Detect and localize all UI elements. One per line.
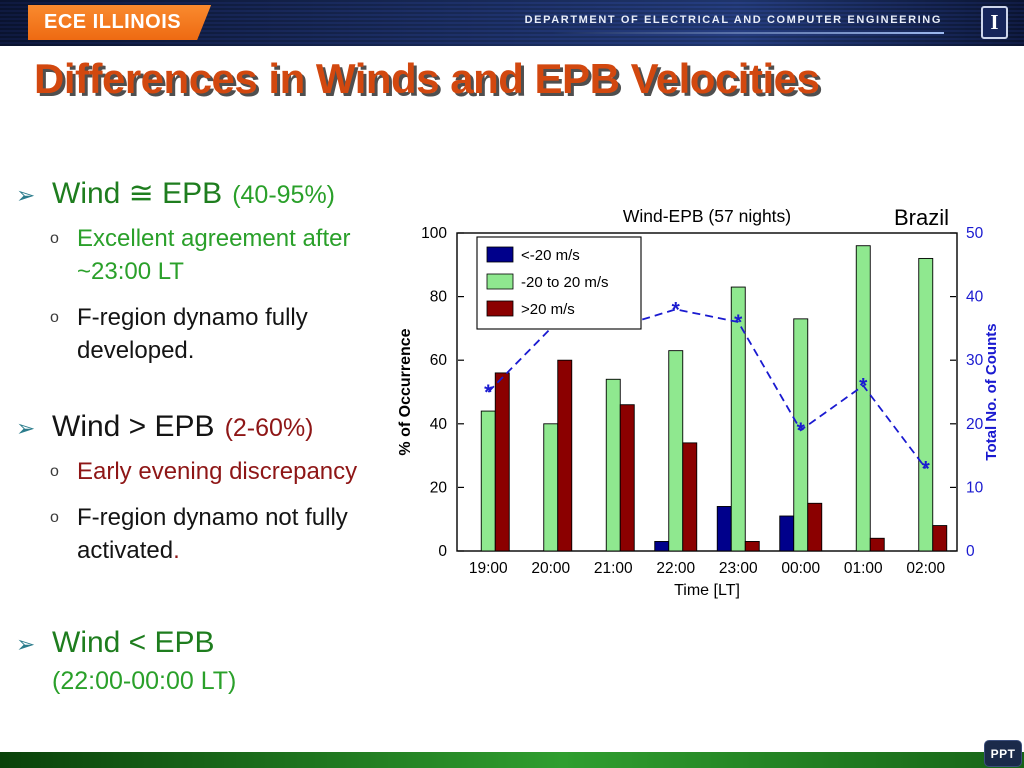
x-tick-label: 23:00	[719, 560, 758, 577]
bullet-head: Wind > EPB	[52, 410, 215, 443]
bullet-list: ➢ Wind ≅ EPB (40-95%) o Excellent agreem…	[16, 174, 426, 699]
x-tick-label: 21:00	[594, 560, 633, 577]
header-bar: ECE ILLINOIS DEPARTMENT OF ELECTRICAL AN…	[0, 0, 1024, 46]
x-tick-label: 19:00	[469, 560, 508, 577]
right-tick-label: 40	[966, 289, 984, 306]
legend-swatch	[486, 246, 514, 263]
sub-bullet-text: Early evening discrepancy	[77, 458, 358, 485]
ece-illinois-logo: ECE ILLINOIS	[28, 5, 211, 40]
right-tick-label: 20	[966, 416, 984, 433]
bar	[793, 318, 809, 552]
bar	[730, 286, 746, 552]
bullet-head: Wind ≅ EPB	[52, 177, 223, 210]
bar	[744, 541, 760, 552]
x-tick-label: 20:00	[531, 560, 570, 577]
bullet-wind-greater-epb: ➢ Wind > EPB (2-60%)	[16, 407, 426, 447]
sub-bullet: o F-region dynamo fully developed.	[50, 301, 426, 367]
star-marker: *	[922, 457, 931, 480]
bar	[480, 410, 496, 552]
legend-swatch	[486, 273, 514, 290]
sub-bullet: o F-region dynamo not fully activated.	[50, 501, 426, 567]
sub-bullet-text: F-region dynamo fully developed.	[77, 304, 308, 364]
left-tick-label: 0	[438, 543, 447, 560]
chart-svg: 0 20 40 60 80 100 0 10 20 30 40 50 19:00 20:00 21:00 22…	[397, 205, 1000, 599]
footer-bar	[0, 752, 1024, 768]
legend-label: >20 m/s	[521, 301, 575, 318]
header-divider-line	[552, 32, 944, 34]
right-tick-label: 30	[966, 352, 984, 369]
slide-title: Differences in Winds and EPB Velocities	[34, 55, 820, 102]
bar	[855, 245, 871, 552]
circle-bullet-icon: o	[50, 230, 59, 247]
illinois-block-i-letter: I	[990, 10, 999, 34]
chart-title: Wind-EPB (57 nights)	[623, 206, 791, 226]
bullet-wind-less-epb: ➢ Wind < EPB (22:00-00:00 LT)	[16, 623, 426, 699]
left-tick-label: 100	[421, 225, 447, 242]
sub-bullet-text: Excellent agreement after ~23:00 LT	[77, 225, 351, 285]
right-axis-label: Total No. of Counts	[983, 323, 1000, 460]
bar	[668, 350, 684, 552]
bullet-wind-equal-epb: ➢ Wind ≅ EPB (40-95%)	[16, 174, 426, 214]
bar	[716, 506, 732, 552]
bar	[543, 423, 559, 552]
sub-bullet-group: o Excellent agreement after ~23:00 LT o …	[50, 222, 426, 367]
right-tick-label: 50	[966, 225, 984, 242]
bar	[654, 541, 670, 552]
arrow-bullet-icon: ➢	[16, 415, 36, 441]
bullet-note: (40-95%)	[232, 181, 336, 209]
left-tick-label: 40	[430, 416, 448, 433]
bar	[779, 515, 795, 552]
chart: 0 20 40 60 80 100 0 10 20 30 40 50 19:00 20:00 21:00 22…	[394, 198, 1018, 602]
star-marker: *	[859, 375, 868, 398]
circle-bullet-icon: o	[50, 309, 59, 326]
star-marker: *	[797, 419, 806, 442]
illinois-block-i-icon: I	[981, 6, 1008, 39]
star-marker: *	[734, 311, 743, 334]
x-axis-label: Time [LT]	[674, 582, 740, 599]
left-tick-label: 20	[430, 479, 448, 496]
x-tick-label: 02:00	[906, 560, 945, 577]
legend-label: <-20 m/s	[521, 247, 580, 264]
ppt-watermark-text: PPT	[990, 746, 1016, 761]
right-tick-label: 0	[966, 543, 975, 560]
bar	[932, 525, 948, 552]
sub-bullet: o Excellent agreement after ~23:00 LT	[50, 222, 426, 288]
bullet-note: (22:00-00:00 LT)	[52, 667, 237, 695]
circle-bullet-icon: o	[50, 509, 59, 526]
x-tick-label: 22:00	[656, 560, 695, 577]
right-tick-label: 10	[966, 479, 984, 496]
sub-bullet-group: o Early evening discrepancy o F-region d…	[50, 455, 426, 567]
left-tick-label: 60	[430, 352, 448, 369]
circle-bullet-icon: o	[50, 463, 59, 480]
sub-bullet-text: F-region dynamo not fully activated	[77, 504, 348, 564]
left-tick-label: 80	[430, 289, 448, 306]
department-title: DEPARTMENT OF ELECTRICAL AND COMPUTER EN…	[524, 14, 942, 26]
counts-line	[487, 308, 927, 469]
legend-swatch	[486, 300, 514, 317]
bar	[807, 502, 823, 552]
star-marker: *	[484, 381, 493, 404]
x-tick-label: 01:00	[844, 560, 883, 577]
ppt-watermark: PPT	[984, 740, 1022, 767]
sub-bullet-period: .	[173, 537, 180, 564]
bar	[557, 359, 573, 552]
bar	[619, 404, 635, 552]
bar	[869, 537, 885, 552]
bar	[682, 442, 698, 552]
arrow-bullet-icon: ➢	[16, 631, 36, 657]
bar	[605, 378, 621, 552]
bar	[918, 257, 934, 552]
left-axis-label: % of Occurrence	[397, 328, 414, 455]
chart-annotation-brazil: Brazil	[894, 205, 949, 230]
arrow-bullet-icon: ➢	[16, 182, 36, 208]
bullet-note: (2-60%)	[224, 414, 314, 442]
bullet-head: Wind < EPB	[52, 626, 215, 659]
x-tick-label: 00:00	[781, 560, 820, 577]
bar	[494, 372, 510, 552]
legend-label: -20 to 20 m/s	[521, 274, 609, 291]
sub-bullet: o Early evening discrepancy	[50, 455, 426, 488]
ece-illinois-logo-text: ECE ILLINOIS	[44, 11, 182, 33]
star-marker: *	[672, 298, 681, 321]
